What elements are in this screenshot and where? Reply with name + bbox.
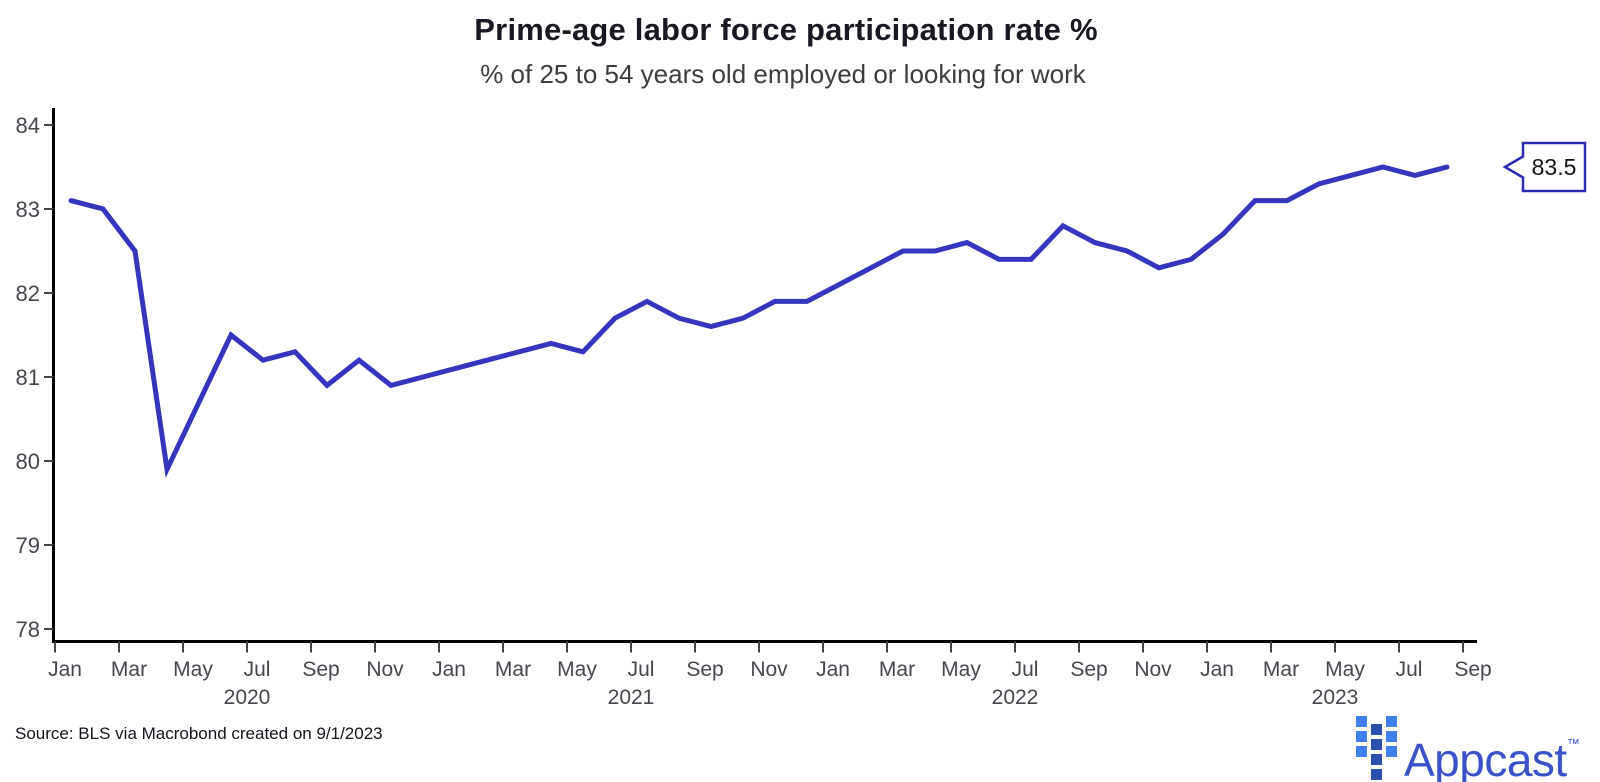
y-tick-label: 83	[16, 197, 40, 222]
chart-subtitle: % of 25 to 54 years old employed or look…	[480, 59, 1086, 89]
chart-title: Prime-age labor force participation rate…	[474, 12, 1098, 47]
year-label: 2020	[224, 686, 271, 709]
y-tick-label: 80	[16, 449, 40, 474]
x-tick-label: May	[173, 658, 213, 681]
x-tick-label: Sep	[302, 658, 339, 681]
y-tick-label: 78	[16, 617, 40, 642]
x-tick-label: Mar	[495, 658, 531, 681]
x-tick-label: Sep	[1070, 658, 1107, 681]
x-tick-label: Jan	[432, 658, 466, 681]
y-tick-label: 81	[16, 365, 40, 390]
x-tick-label: Nov	[366, 658, 404, 681]
y-tick-label: 79	[16, 533, 40, 558]
x-tick-label: Mar	[111, 658, 147, 681]
year-label: 2021	[608, 686, 655, 709]
x-tick-label: Jul	[1396, 658, 1423, 681]
y-tick-label: 84	[16, 113, 40, 138]
y-tick-label: 82	[16, 281, 40, 306]
x-tick-label: Sep	[686, 658, 723, 681]
x-tick-label: May	[1325, 658, 1365, 681]
year-label: 2022	[992, 686, 1039, 709]
brand-name: Appcast	[1404, 734, 1567, 782]
source-note: Source: BLS via Macrobond created on 9/1…	[15, 724, 383, 743]
lfpr-line	[68, 164, 1450, 478]
last-value-callout-label: 83.5	[1532, 154, 1577, 180]
last-value-callout	[1502, 141, 1587, 193]
year-label: 2023	[1312, 686, 1359, 709]
appcast-wordmark: Appcast™	[1404, 718, 1580, 782]
x-tick-label: May	[941, 658, 981, 681]
x-tick-label: Jan	[1200, 658, 1234, 681]
x-tick-label: Nov	[750, 658, 788, 681]
x-tick-label: Nov	[1134, 658, 1172, 681]
x-tick-label: Jul	[628, 658, 655, 681]
x-tick-label: Jul	[1012, 658, 1039, 681]
x-tick-label: May	[557, 658, 597, 681]
x-tick-label: Mar	[1263, 658, 1299, 681]
appcast-grid-icon	[1356, 716, 1397, 780]
x-tick-label: Jan	[816, 658, 850, 681]
x-tick-label: Jul	[244, 658, 271, 681]
x-tick-label: Jan	[48, 658, 82, 681]
x-tick-label: Mar	[879, 658, 915, 681]
x-tick-label: Sep	[1454, 658, 1491, 681]
trademark-symbol: ™	[1566, 736, 1580, 751]
